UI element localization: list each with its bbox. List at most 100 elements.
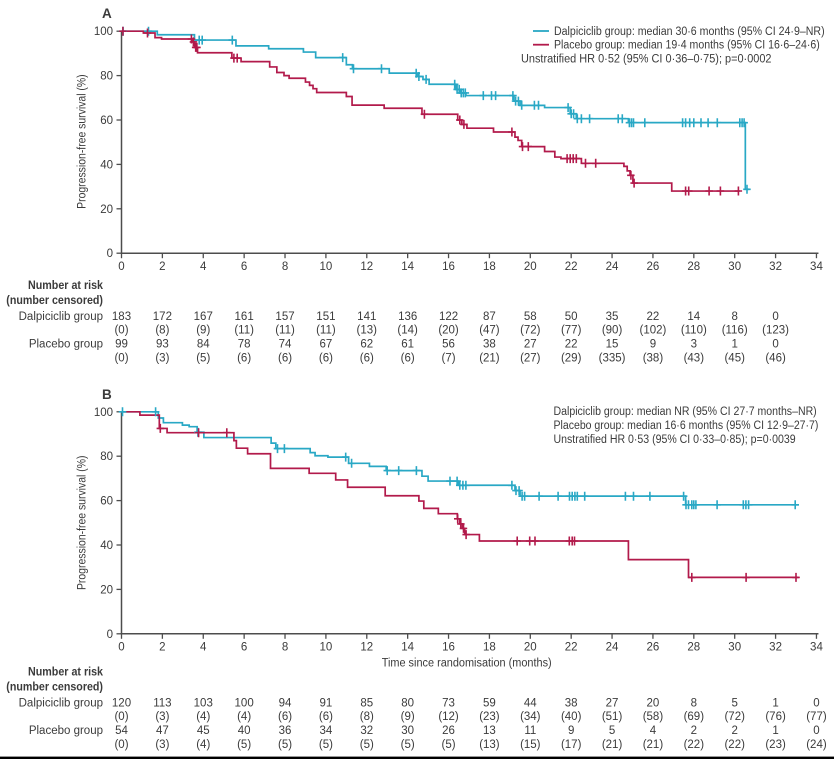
svg-text:14: 14 [687,311,700,323]
svg-text:99: 99 [115,339,128,351]
svg-text:(23): (23) [765,739,786,751]
svg-text:(8): (8) [155,325,169,337]
svg-text:30: 30 [728,641,741,653]
svg-text:45: 45 [197,725,210,737]
svg-text:1: 1 [772,698,778,710]
svg-text:(5): (5) [319,739,333,751]
svg-text:(47): (47) [479,325,500,337]
svg-text:(29): (29) [561,353,582,365]
svg-text:Time since randomisation (mont: Time since randomisation (months) [382,658,552,670]
svg-text:18: 18 [483,641,496,653]
svg-text:167: 167 [194,311,213,323]
svg-text:(6): (6) [319,711,333,723]
svg-text:Dalpiciclib group: Dalpiciclib group [19,311,103,323]
svg-text:56: 56 [442,339,455,351]
svg-text:B: B [102,387,112,402]
svg-text:(6): (6) [278,353,292,365]
svg-text:(76): (76) [765,711,786,723]
svg-text:80: 80 [401,698,414,710]
svg-text:0: 0 [107,248,113,260]
svg-text:(0): (0) [114,739,128,751]
svg-text:(17): (17) [561,739,582,751]
svg-text:151: 151 [316,311,335,323]
svg-text:A: A [102,6,112,21]
svg-text:(6): (6) [278,711,292,723]
svg-text:(51): (51) [602,711,623,723]
svg-text:14: 14 [401,261,414,273]
svg-text:80: 80 [100,451,113,463]
svg-text:32: 32 [360,725,373,737]
svg-text:(4): (4) [196,711,210,723]
svg-text:26: 26 [647,261,660,273]
svg-text:20: 20 [100,584,113,596]
svg-text:67: 67 [320,339,333,351]
svg-text:(4): (4) [237,711,251,723]
svg-text:Unstratified HR 0·52 (95% CI 0: Unstratified HR 0·52 (95% CI 0·36–0·75);… [521,53,772,65]
svg-text:85: 85 [360,698,373,710]
svg-text:40: 40 [100,159,113,171]
svg-text:141: 141 [357,311,376,323]
svg-text:103: 103 [194,698,213,710]
svg-text:20: 20 [524,261,537,273]
svg-text:Dalpiciclib group: median 30·6: Dalpiciclib group: median 30·6 months (9… [554,26,825,38]
svg-text:Progression-free survival (%): Progression-free survival (%) [77,74,89,209]
svg-text:(5): (5) [196,353,210,365]
svg-text:6: 6 [241,261,247,273]
svg-text:(38): (38) [643,353,664,365]
svg-text:100: 100 [94,26,113,38]
svg-text:74: 74 [279,339,292,351]
svg-text:183: 183 [112,311,131,323]
svg-text:(0): (0) [114,325,128,337]
svg-text:(90): (90) [602,325,623,337]
svg-text:(58): (58) [643,711,664,723]
svg-text:(21): (21) [643,739,664,751]
svg-text:(22): (22) [684,739,705,751]
svg-text:(13): (13) [357,325,378,337]
svg-text:(34): (34) [520,711,541,723]
svg-text:161: 161 [235,311,254,323]
svg-text:0: 0 [118,641,124,653]
svg-text:Placebo group: Placebo group [29,339,103,351]
svg-text:84: 84 [197,339,210,351]
svg-text:22: 22 [565,261,578,273]
svg-text:(40): (40) [561,711,582,723]
svg-text:(9): (9) [196,325,210,337]
svg-text:172: 172 [153,311,172,323]
svg-text:(11): (11) [234,325,254,337]
svg-text:136: 136 [398,311,417,323]
svg-text:47: 47 [156,725,169,737]
svg-text:6: 6 [241,641,247,653]
svg-text:44: 44 [524,698,537,710]
svg-text:24: 24 [606,641,619,653]
svg-text:(5): (5) [401,739,415,751]
svg-text:40: 40 [238,725,251,737]
svg-text:59: 59 [483,698,496,710]
svg-text:(12): (12) [438,711,459,723]
svg-text:22: 22 [565,641,578,653]
svg-text:12: 12 [360,641,373,653]
svg-text:100: 100 [235,698,254,710]
svg-text:94: 94 [279,698,292,710]
svg-text:(8): (8) [360,711,374,723]
svg-text:(335): (335) [599,353,626,365]
svg-text:35: 35 [606,311,619,323]
svg-text:0: 0 [813,698,819,710]
svg-text:22: 22 [565,339,578,351]
svg-text:12: 12 [360,261,373,273]
svg-text:40: 40 [100,540,113,552]
svg-text:61: 61 [401,339,414,351]
svg-text:(number censored): (number censored) [6,682,103,694]
svg-text:122: 122 [439,311,458,323]
svg-text:26: 26 [647,641,660,653]
svg-text:(27): (27) [520,353,541,365]
svg-text:10: 10 [320,261,333,273]
svg-text:(0): (0) [114,711,128,723]
svg-text:32: 32 [769,261,782,273]
svg-text:Unstratified HR 0·53 (95% CI 0: Unstratified HR 0·53 (95% CI 0·33–0·85);… [554,434,796,446]
svg-text:(102): (102) [640,325,667,337]
svg-text:8: 8 [691,698,697,710]
svg-text:(123): (123) [762,325,789,337]
svg-text:1: 1 [731,339,737,351]
svg-text:(45): (45) [724,353,745,365]
svg-text:(11): (11) [275,325,295,337]
